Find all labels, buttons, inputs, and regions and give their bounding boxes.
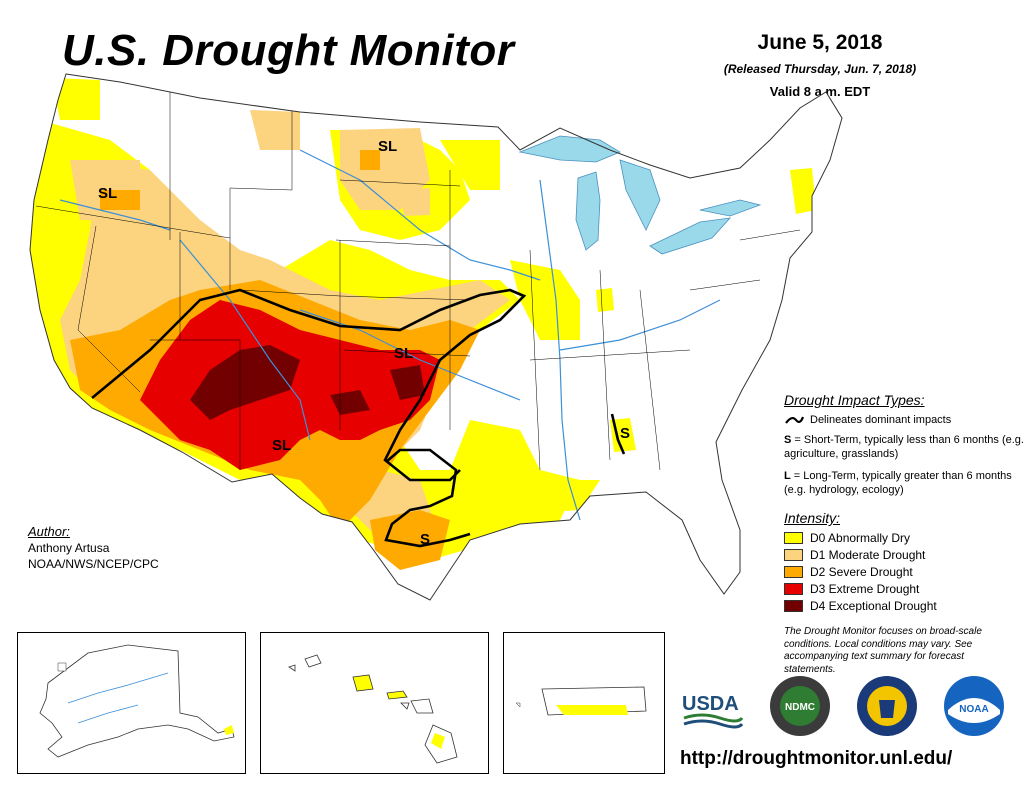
map-date: June 5, 2018 <box>757 31 883 54</box>
long-term-text: = Long-Term, typically greater than 6 mo… <box>784 470 1012 496</box>
puerto-rico-map <box>515 686 647 716</box>
intensity-title: Intensity: <box>784 510 841 526</box>
short-term-text: = Short-Term, typically less than 6 mont… <box>784 434 1024 460</box>
noaa-logo-graphic: NOAA <box>944 676 1004 736</box>
broad-scale-note: The Drought Monitor focuses on broad-sca… <box>784 626 982 675</box>
map-title: U.S. Drought Monitor <box>62 26 515 75</box>
d3-label: D3 Extreme Drought <box>810 581 920 596</box>
state-boundaries <box>35 90 801 471</box>
long-term-key: L <box>784 470 791 482</box>
puerto-rico-inset <box>503 632 665 774</box>
impact-label-sl-southwest: SL <box>272 437 291 454</box>
long-term-definition: L = Long-Term, typically greater than 6 … <box>784 469 1024 497</box>
impact-types-legend: Drought Impact Types: Delineates dominan… <box>784 393 1024 505</box>
d2-label: D2 Severe Drought <box>810 564 913 579</box>
noaa-logo-text: NOAA <box>959 704 988 715</box>
d1-swatch <box>784 548 803 561</box>
impact-line-icon <box>785 416 804 424</box>
short-term-key: S <box>784 434 792 446</box>
great-lakes <box>518 135 762 255</box>
hawaii-map <box>288 654 458 764</box>
us-outline <box>29 73 843 601</box>
valid-time: Valid 8 a.m. EDT <box>769 84 871 99</box>
usda-logo-text: USDA <box>682 693 739 715</box>
impact-label-s-texas: S <box>420 531 430 548</box>
alaska-inset <box>17 632 246 774</box>
noaa-logo: NOAA <box>942 674 1006 738</box>
intensity-row-d3: D3 Extreme Drought <box>784 580 1024 597</box>
impact-label-sl-northern-plains: SL <box>378 138 397 155</box>
impact-line-text: Delineates dominant impacts <box>810 414 952 426</box>
ndmc-logo-graphic: NDMC <box>770 676 830 736</box>
impact-line-row: Delineates dominant impacts <box>784 413 1024 427</box>
author-name: Anthony Artusa <box>28 541 110 555</box>
release-date: (Released Thursday, Jun. 7, 2018) <box>723 62 917 76</box>
d2-swatch <box>784 565 803 578</box>
intensity-legend: Intensity: D0 Abnormally Dry D1 Moderate… <box>784 510 1024 614</box>
usda-logo-graphic: USDA <box>682 693 744 729</box>
intensity-row-d4: D4 Exceptional Drought <box>784 597 1024 614</box>
short-term-definition: S = Short-Term, typically less than 6 mo… <box>784 433 1024 461</box>
alaska-map <box>39 644 235 758</box>
d4-swatch <box>784 599 803 612</box>
d4-label: D4 Exceptional Drought <box>810 598 937 613</box>
hawaii-inset <box>260 632 489 774</box>
d3-swatch <box>784 582 803 595</box>
usda-logo: USDA <box>680 688 744 736</box>
d1-label: D1 Moderate Drought <box>810 547 926 562</box>
impact-label-sl-southern-plains: SL <box>394 345 413 362</box>
d0-label: D0 Abnormally Dry <box>810 530 911 545</box>
commerce-seal-graphic <box>857 676 917 736</box>
impact-boundaries <box>91 288 626 548</box>
intensity-row-d0: D0 Abnormally Dry <box>784 529 1024 546</box>
d0-swatch <box>784 531 803 544</box>
website-url[interactable]: http://droughtmonitor.unl.edu/ <box>680 748 953 769</box>
ndmc-logo-text: NDMC <box>785 702 815 713</box>
commerce-seal-logo <box>855 674 919 738</box>
author-block: Author: Anthony Artusa NOAA/NWS/NCEP/CPC <box>28 524 159 572</box>
impact-labels: SL SL SL SL S S <box>98 138 630 548</box>
author-label: Author: <box>28 524 70 539</box>
impact-types-title: Drought Impact Types: <box>784 392 925 408</box>
conus-drought-map: SL SL SL SL S S <box>29 73 843 601</box>
impact-label-sl-oregon: SL <box>98 185 117 202</box>
ndmc-logo: NDMC <box>768 674 832 738</box>
author-org: NOAA/NWS/NCEP/CPC <box>28 557 159 571</box>
intensity-row-d2: D2 Severe Drought <box>784 563 1024 580</box>
impact-label-s-southeast: S <box>620 425 630 442</box>
intensity-row-d1: D1 Moderate Drought <box>784 546 1024 563</box>
